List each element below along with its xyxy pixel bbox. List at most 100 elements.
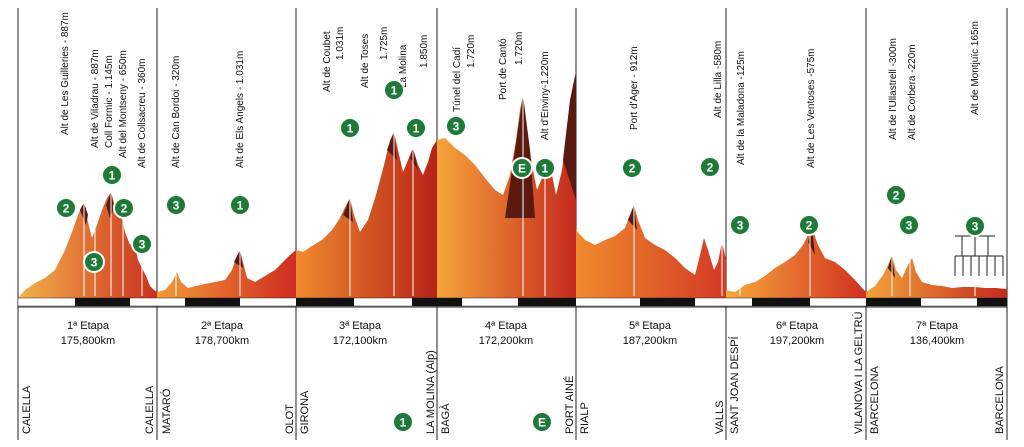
scale-bar-segment xyxy=(75,298,130,306)
climb-category-badge: 2 xyxy=(55,197,77,219)
stage-distance: 187,200km xyxy=(623,335,677,347)
svg-text:3: 3 xyxy=(737,219,744,233)
stage-title: 5ª Etapa xyxy=(629,320,672,332)
climb-label: Alt del Montseny - 650m xyxy=(118,50,129,158)
finish-town-label: OLOT xyxy=(284,404,296,434)
climb-label: Alt de l'Ullastrell -300m xyxy=(888,38,899,140)
climb-label: Alt de Toses xyxy=(360,34,371,88)
stage-title: 6ª Etapa xyxy=(776,320,819,332)
finish-town-label: CALELLA xyxy=(144,385,156,434)
finish-town-label: PORT AINÉ xyxy=(563,376,576,434)
svg-text:2: 2 xyxy=(63,202,70,216)
climb-label: Alt de Viladrau - 887m xyxy=(90,49,101,148)
climb-label: 1.720m xyxy=(514,32,525,65)
svg-text:2: 2 xyxy=(806,219,813,233)
svg-text:3: 3 xyxy=(139,238,146,252)
stage-4-peak xyxy=(563,72,576,200)
climb-label: Alt d'Enviny-1.220m xyxy=(540,51,551,140)
stage-title: 4ª Etapa xyxy=(485,320,528,332)
svg-text:2: 2 xyxy=(121,202,128,216)
climb-category-badge: 1 xyxy=(101,164,123,186)
climb-category-badge: E xyxy=(511,157,533,179)
category-badges: 2 3 1 2 3 3 1 1 1 1 3 E 1 2 2 3 2 2 3 3 xyxy=(55,79,986,273)
climb-category-badge: 3 xyxy=(131,233,153,255)
svg-text:2: 2 xyxy=(893,189,900,203)
stage-title: 1ª Etapa xyxy=(67,320,110,332)
climb-label: Alt de Can Bordoi - 320m xyxy=(171,56,182,168)
svg-text:3: 3 xyxy=(906,219,913,233)
climb-category-badge: 2 xyxy=(113,197,135,219)
climb-label: 1.850m xyxy=(419,35,430,68)
stage-distance: 175,800km xyxy=(61,335,115,347)
stage-2-peak xyxy=(234,250,243,268)
svg-text:2: 2 xyxy=(707,161,714,175)
stage-1-profile xyxy=(18,192,157,298)
climb-label: Alt de la Maladona -125m xyxy=(736,51,747,165)
stage-title: 7ª Etapa xyxy=(916,320,959,332)
stage-3-profile xyxy=(296,132,437,298)
finish-town-label: VILANOVA I LA GELTRÚ xyxy=(852,311,865,434)
start-town-label: MATARÓ xyxy=(160,388,173,434)
start-town-label: GIRONA xyxy=(299,390,311,434)
circuit-loop-bracket xyxy=(954,255,1004,276)
climb-category-badge: 2 xyxy=(885,184,907,206)
stage-1-peak xyxy=(106,192,114,218)
start-town-label: RIALP xyxy=(579,402,591,434)
climb-label: La Molina xyxy=(398,44,409,88)
climb-category-badge: 3 xyxy=(83,251,105,273)
start-town-label: BAGÀ xyxy=(439,403,452,434)
svg-text:1: 1 xyxy=(347,122,354,136)
svg-text:E: E xyxy=(538,416,546,430)
start-town-label: CALELLA xyxy=(21,385,33,434)
scale-bar-segment xyxy=(866,298,921,306)
town-labels: CALELLA CALELLA MATARÓ OLOT GIRONA LA MO… xyxy=(21,311,1006,434)
climb-category-badge: 3 xyxy=(729,214,751,236)
climb-labels: Alt de Les Guilleries - 887m Alt de Vila… xyxy=(60,12,981,168)
circuit-loop-bracket xyxy=(955,235,995,256)
distance-scale-bars xyxy=(17,297,1008,307)
climb-label: Alt de Coubet xyxy=(322,31,333,92)
svg-text:1: 1 xyxy=(542,162,549,176)
svg-text:2: 2 xyxy=(629,162,636,176)
climb-label: Alt de Les Guilleries - 887m xyxy=(60,12,71,135)
circuit-loops xyxy=(954,235,1004,276)
climb-label: Alt de Els Angels - 1.031m xyxy=(235,51,246,168)
stage-distance: 136,400km xyxy=(910,335,964,347)
stage-7-profile xyxy=(866,255,1007,298)
stage-6-profile xyxy=(726,228,866,298)
climb-label: Alt de Lilla -580m xyxy=(713,41,724,118)
stage-6-peak xyxy=(808,228,815,255)
scale-bar-segment xyxy=(412,298,462,306)
climb-label: Coll Formic - 1.145m xyxy=(104,55,115,148)
climb-label: 1.720m xyxy=(466,35,477,68)
climb-label: Alt de Corbera -220m xyxy=(907,44,918,140)
stage-4-profile xyxy=(437,72,576,298)
svg-text:1: 1 xyxy=(391,84,398,98)
stage-2-profile xyxy=(157,250,296,298)
climb-label: Alt de Collsacreu - 360m xyxy=(137,59,148,169)
stage-titles: 1ª Etapa 175,800km 2ª Etapa 178,700km 3ª… xyxy=(61,320,964,347)
scale-bar-segment xyxy=(296,298,354,306)
scale-bar-segment xyxy=(752,298,810,306)
svg-text:3: 3 xyxy=(173,199,180,213)
scale-bar-segment xyxy=(518,298,576,306)
scale-bar-segment xyxy=(640,298,695,306)
svg-text:3: 3 xyxy=(453,120,460,134)
svg-text:1: 1 xyxy=(109,169,116,183)
finish-town-label: BARCELONA xyxy=(994,365,1006,434)
svg-text:1: 1 xyxy=(413,122,420,136)
svg-text:3: 3 xyxy=(972,220,979,234)
stage-distance: 178,700km xyxy=(195,335,249,347)
svg-text:1: 1 xyxy=(400,416,407,430)
stage-3-peak xyxy=(410,148,418,170)
climb-label: Alt de Montjuïc 165m xyxy=(970,21,981,115)
climb-label: Alt de Les Ventoses -575m xyxy=(806,48,817,168)
stage-5-peak xyxy=(628,205,637,230)
climb-category-badge: 3 xyxy=(165,194,187,216)
scale-bar-segment xyxy=(185,298,240,306)
finish-town-label: LA MOLINA (Alp) xyxy=(425,350,437,434)
climb-category-badge: 3 xyxy=(964,215,986,237)
stage-distance: 172,100km xyxy=(333,335,387,347)
climb-label: Port de Cantó xyxy=(498,38,509,100)
